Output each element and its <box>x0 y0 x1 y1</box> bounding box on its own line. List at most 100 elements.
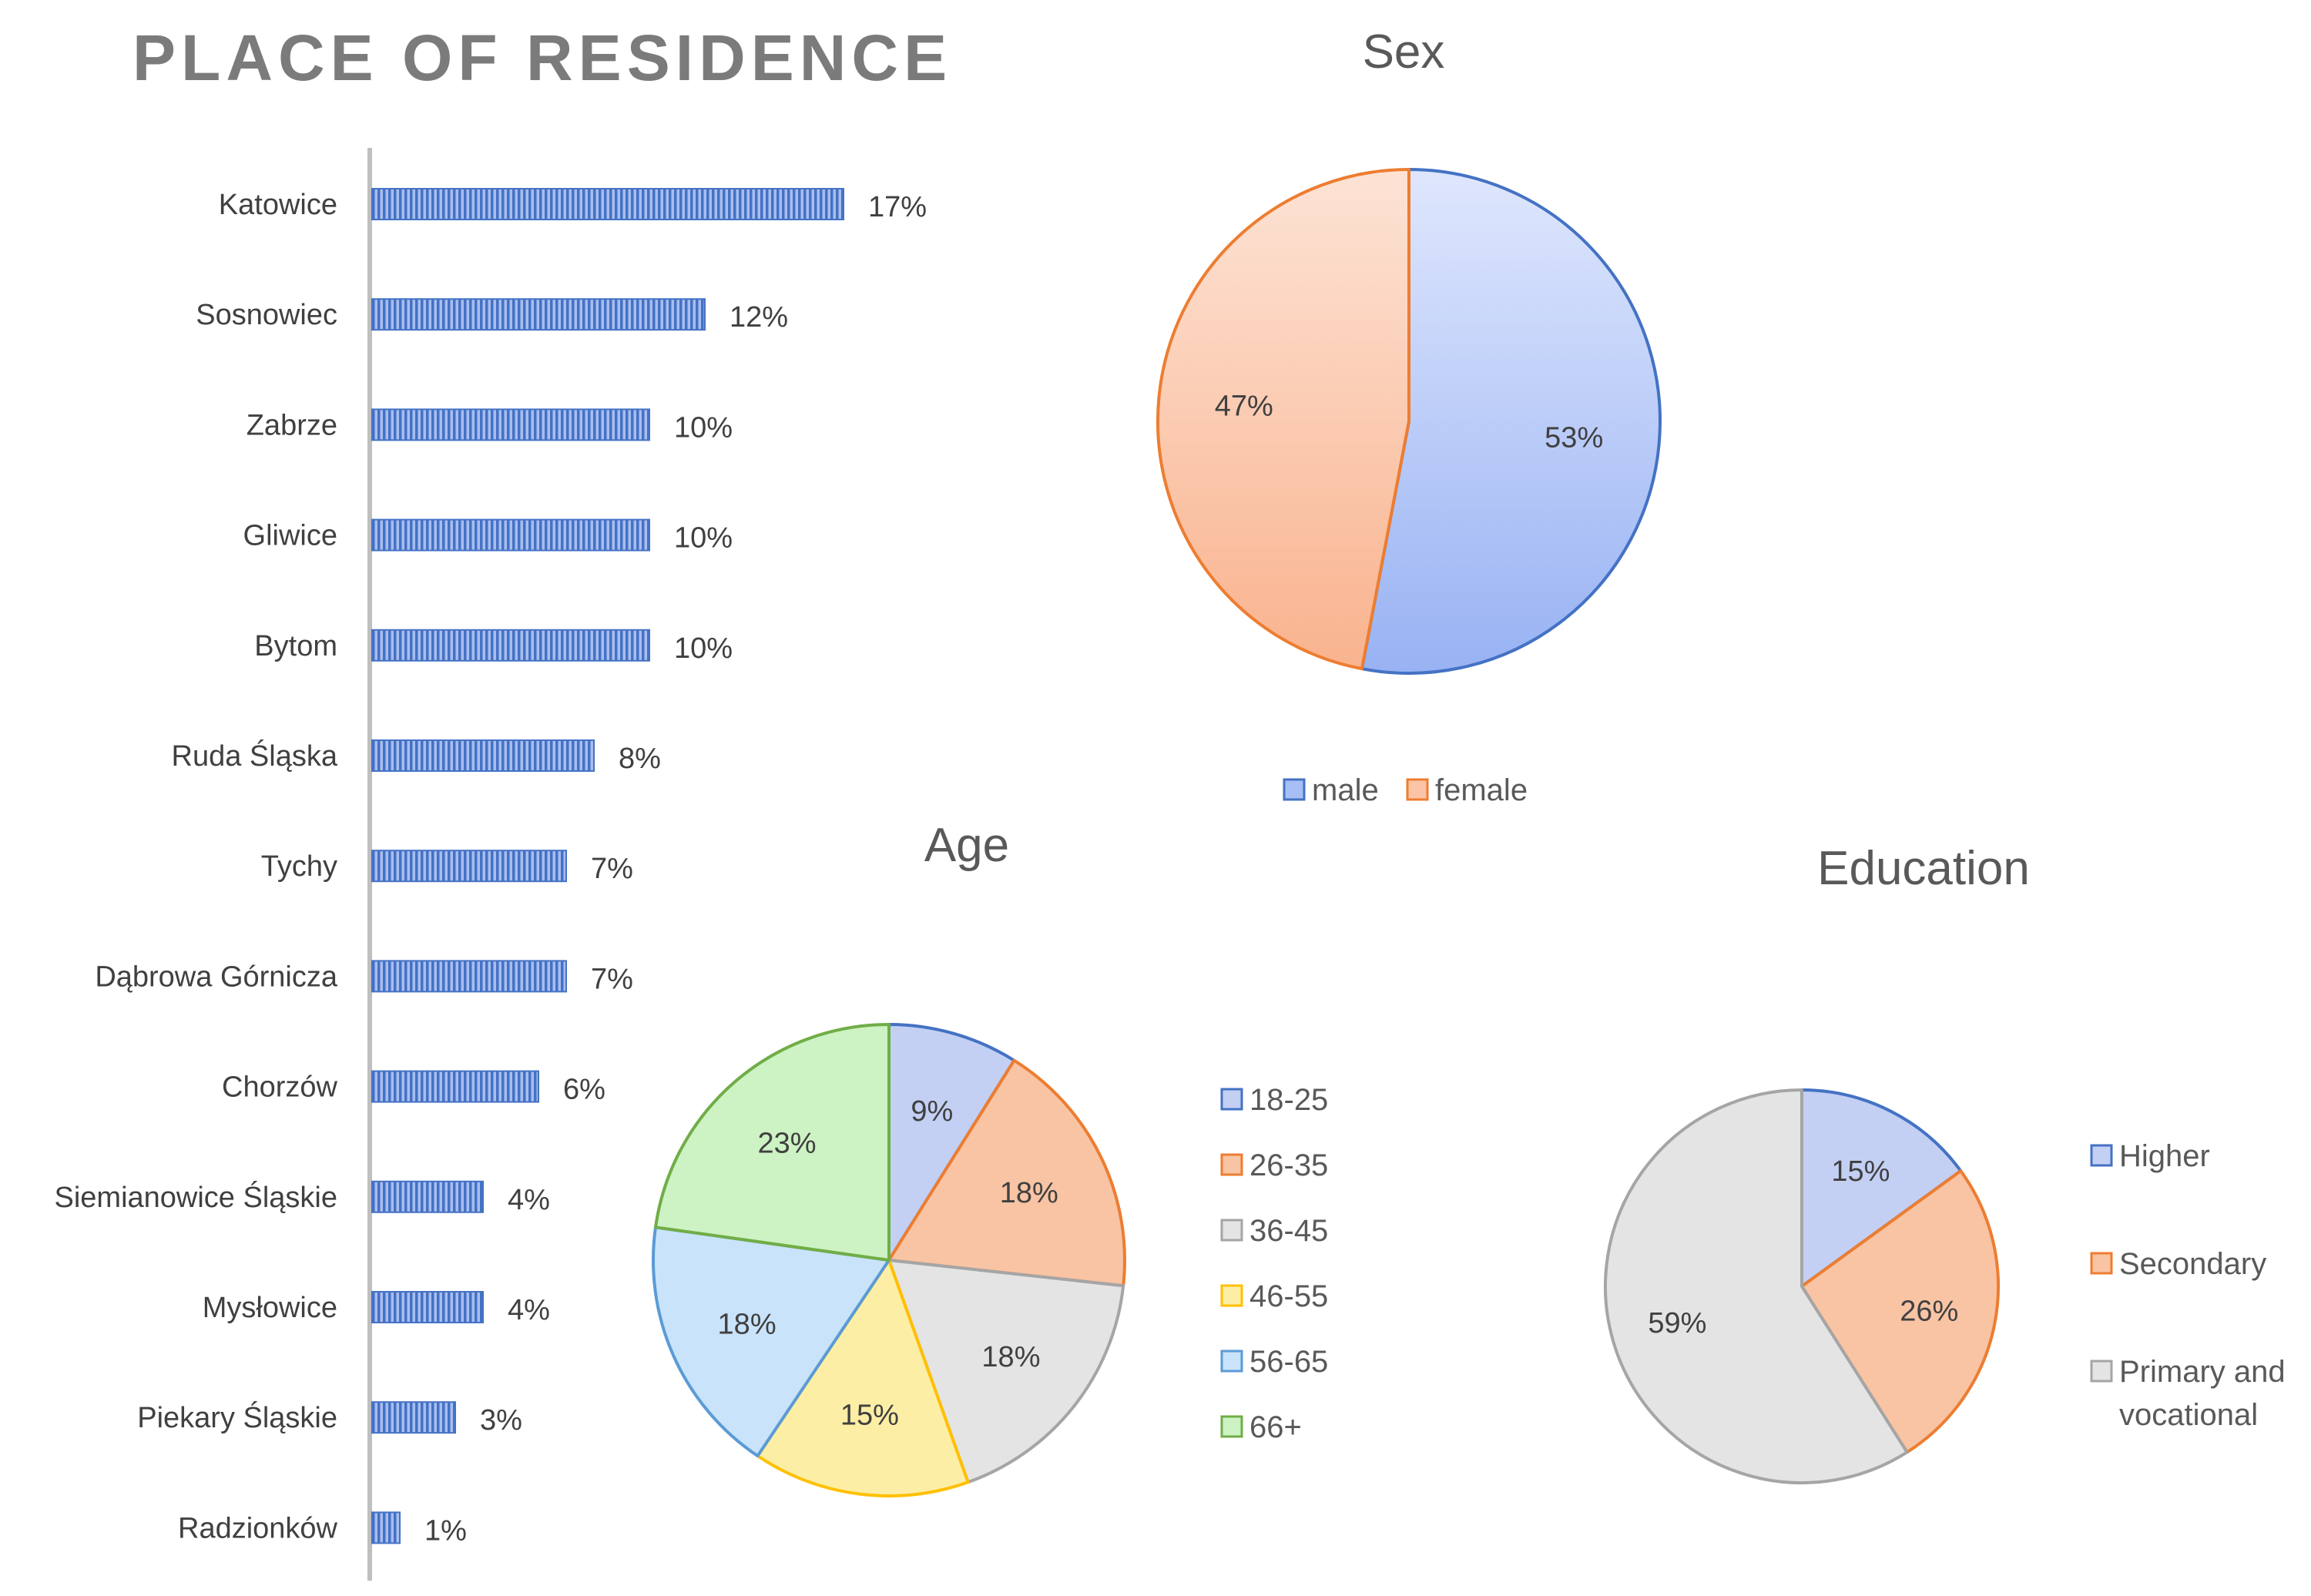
bar-category-label-chorzow: Chorzów <box>222 1071 337 1104</box>
age-legend-label-26-35: 26-35 <box>1249 1148 1328 1182</box>
bar-piekary-slaskie <box>371 1401 456 1434</box>
bar-value-label-myslowice: 4% <box>508 1294 550 1326</box>
age-slice-label-26-35: 18% <box>1000 1177 1058 1209</box>
bar-value-label-sosnowiec: 12% <box>730 301 788 334</box>
residence-chart-title: PLACE OF RESIDENCE <box>132 22 952 94</box>
age-slice-66 <box>653 1023 891 1262</box>
sex-chart-title: Sex <box>1363 25 1445 79</box>
age-slice-56-65 <box>652 1226 891 1458</box>
education-slice-label-higher: 15% <box>1831 1155 1890 1188</box>
sex-slice-male <box>1360 168 1662 675</box>
bar-category-label-bytom: Bytom <box>254 630 337 662</box>
age-legend-swatch-46-55 <box>1220 1284 1243 1307</box>
sex-legend-label-female: female <box>1435 773 1528 807</box>
sex-slice-label-female: 47% <box>1215 391 1273 423</box>
education-legend-label-primary-and-vocational-line2: vocational <box>2119 1398 2258 1432</box>
age-slice-26-35 <box>887 1058 1126 1288</box>
age-slice-18-25 <box>887 1023 1016 1262</box>
bar-chorzow <box>371 1070 539 1103</box>
age-legend-label-18-25: 18-25 <box>1249 1083 1328 1117</box>
bar-category-label-ruda-slaska: Ruda Śląska <box>172 738 338 773</box>
age-legend-label-56-65: 56-65 <box>1249 1345 1328 1379</box>
bar-ruda-slaska <box>371 739 595 772</box>
education-slice-label-secondary: 26% <box>1900 1296 1958 1328</box>
residence-bars: Katowice 17% Sosnowiec 12% Zabrze 10% Gliwice 1… <box>55 188 927 1547</box>
sex-pie-slices: 53% 47% <box>1156 168 1662 675</box>
education-legend: Higher Secondary Primary and vocational <box>2090 1139 2286 1432</box>
sex-slice-female <box>1156 168 1410 671</box>
age-slice-label-36-45: 18% <box>981 1341 1040 1373</box>
bar-myslowice <box>371 1291 484 1323</box>
bar-category-label-radzionkow: Radzionków <box>178 1512 338 1544</box>
bar-category-label-zabrze: Zabrze <box>247 409 337 441</box>
bar-zabrze <box>371 408 650 441</box>
education-legend-swatch-secondary <box>2090 1252 2113 1275</box>
age-pie-chart: Age 9% 18% 18% 15% 18% 23% 18-25 26-35 36-45 46-… <box>652 819 1328 1497</box>
education-legend-swatch-higher <box>2090 1144 2113 1167</box>
education-slice-label-primary-and-vocational: 59% <box>1648 1307 1706 1340</box>
bar-category-label-siemianowice-slaskie: Siemianowice Śląskie <box>55 1179 338 1214</box>
bar-value-label-bytom: 10% <box>674 632 733 665</box>
sex-slice-label-male: 53% <box>1545 421 1603 454</box>
education-pie-slices: 15% 26% 59% <box>1604 1088 2000 1484</box>
bar-category-label-tychy: Tychy <box>261 850 337 883</box>
bar-gliwice <box>371 518 650 552</box>
bar-value-label-siemianowice-slaskie: 4% <box>508 1184 550 1216</box>
age-slice-label-66: 23% <box>757 1128 816 1160</box>
education-legend-label-secondary: Secondary <box>2119 1247 2266 1281</box>
age-legend-label-66: 66+ <box>1249 1410 1302 1444</box>
age-slice-36-45 <box>887 1259 1125 1484</box>
bar-value-label-gliwice: 10% <box>674 522 733 555</box>
bar-value-label-piekary-slaskie: 3% <box>480 1404 522 1437</box>
bar-siemianowice-slaskie <box>371 1180 484 1213</box>
sex-legend-label-male: male <box>1312 773 1379 807</box>
age-legend-swatch-56-65 <box>1220 1350 1243 1373</box>
age-legend-label-46-55: 46-55 <box>1249 1279 1328 1313</box>
bar-sosnowiec <box>371 298 706 331</box>
bar-value-label-zabrze: 10% <box>674 411 733 444</box>
education-chart-title: Education <box>1817 842 2030 895</box>
bar-dabrowa-gornicza <box>371 960 567 993</box>
age-pie-slices: 9% 18% 18% 15% 18% 23% <box>652 1023 1126 1497</box>
bar-value-label-tychy: 7% <box>591 853 633 885</box>
sex-legend: male female <box>1283 773 1528 807</box>
age-legend-swatch-18-25 <box>1220 1088 1243 1111</box>
age-legend-swatch-26-35 <box>1220 1153 1243 1176</box>
education-legend-swatch-primary-and-vocational <box>2090 1360 2113 1383</box>
age-legend: 18-25 26-35 36-45 46-55 56-65 66+ <box>1220 1083 1328 1444</box>
bar-category-label-dabrowa-gornicza: Dąbrowa Górnicza <box>95 961 338 993</box>
age-legend-swatch-66 <box>1220 1415 1243 1438</box>
bar-category-label-piekary-slaskie: Piekary Śląskie <box>137 1400 337 1434</box>
age-chart-title: Age <box>924 819 1009 872</box>
bar-radzionkow <box>371 1511 401 1544</box>
education-pie-chart: Education 15% 26% 59% Higher Secondary Prima… <box>1604 842 2286 1484</box>
bar-tychy <box>371 850 567 883</box>
education-slice-higher <box>1800 1088 1963 1288</box>
age-legend-label-36-45: 36-45 <box>1249 1214 1328 1248</box>
residence-bar-chart: PLACE OF RESIDENCE Katowice 17% Sosnowiec 1… <box>55 22 952 1581</box>
age-slice-label-18-25: 9% <box>911 1095 953 1128</box>
age-legend-swatch-36-45 <box>1220 1219 1243 1242</box>
bar-katowice <box>371 188 844 220</box>
bar-value-label-dabrowa-gornicza: 7% <box>591 963 633 995</box>
bar-value-label-ruda-slaska: 8% <box>619 743 661 775</box>
bar-category-label-myslowice: Mysłowice <box>203 1292 337 1324</box>
sex-legend-swatch-female <box>1406 778 1429 801</box>
age-slice-46-55 <box>756 1259 970 1497</box>
bar-value-label-katowice: 17% <box>868 191 927 223</box>
bar-bytom <box>371 629 650 662</box>
sex-pie-chart: Sex 53% 47% male female <box>1156 25 1662 807</box>
bar-value-label-radzionkow: 1% <box>424 1514 467 1547</box>
education-slice-secondary <box>1800 1169 2000 1454</box>
bar-category-label-gliwice: Gliwice <box>243 520 337 552</box>
bar-category-label-sosnowiec: Sosnowiec <box>196 299 337 331</box>
bar-category-label-katowice: Katowice <box>219 189 337 221</box>
education-legend-label-primary-and-vocational: Primary and <box>2119 1355 2286 1389</box>
age-slice-label-46-55: 15% <box>840 1399 899 1431</box>
education-legend-label-higher: Higher <box>2119 1139 2210 1173</box>
age-slice-label-56-65: 18% <box>718 1308 776 1340</box>
sex-legend-swatch-male <box>1283 778 1306 801</box>
bar-value-label-chorzow: 6% <box>563 1074 605 1106</box>
education-slice-primary-and-vocational <box>1604 1088 1909 1484</box>
